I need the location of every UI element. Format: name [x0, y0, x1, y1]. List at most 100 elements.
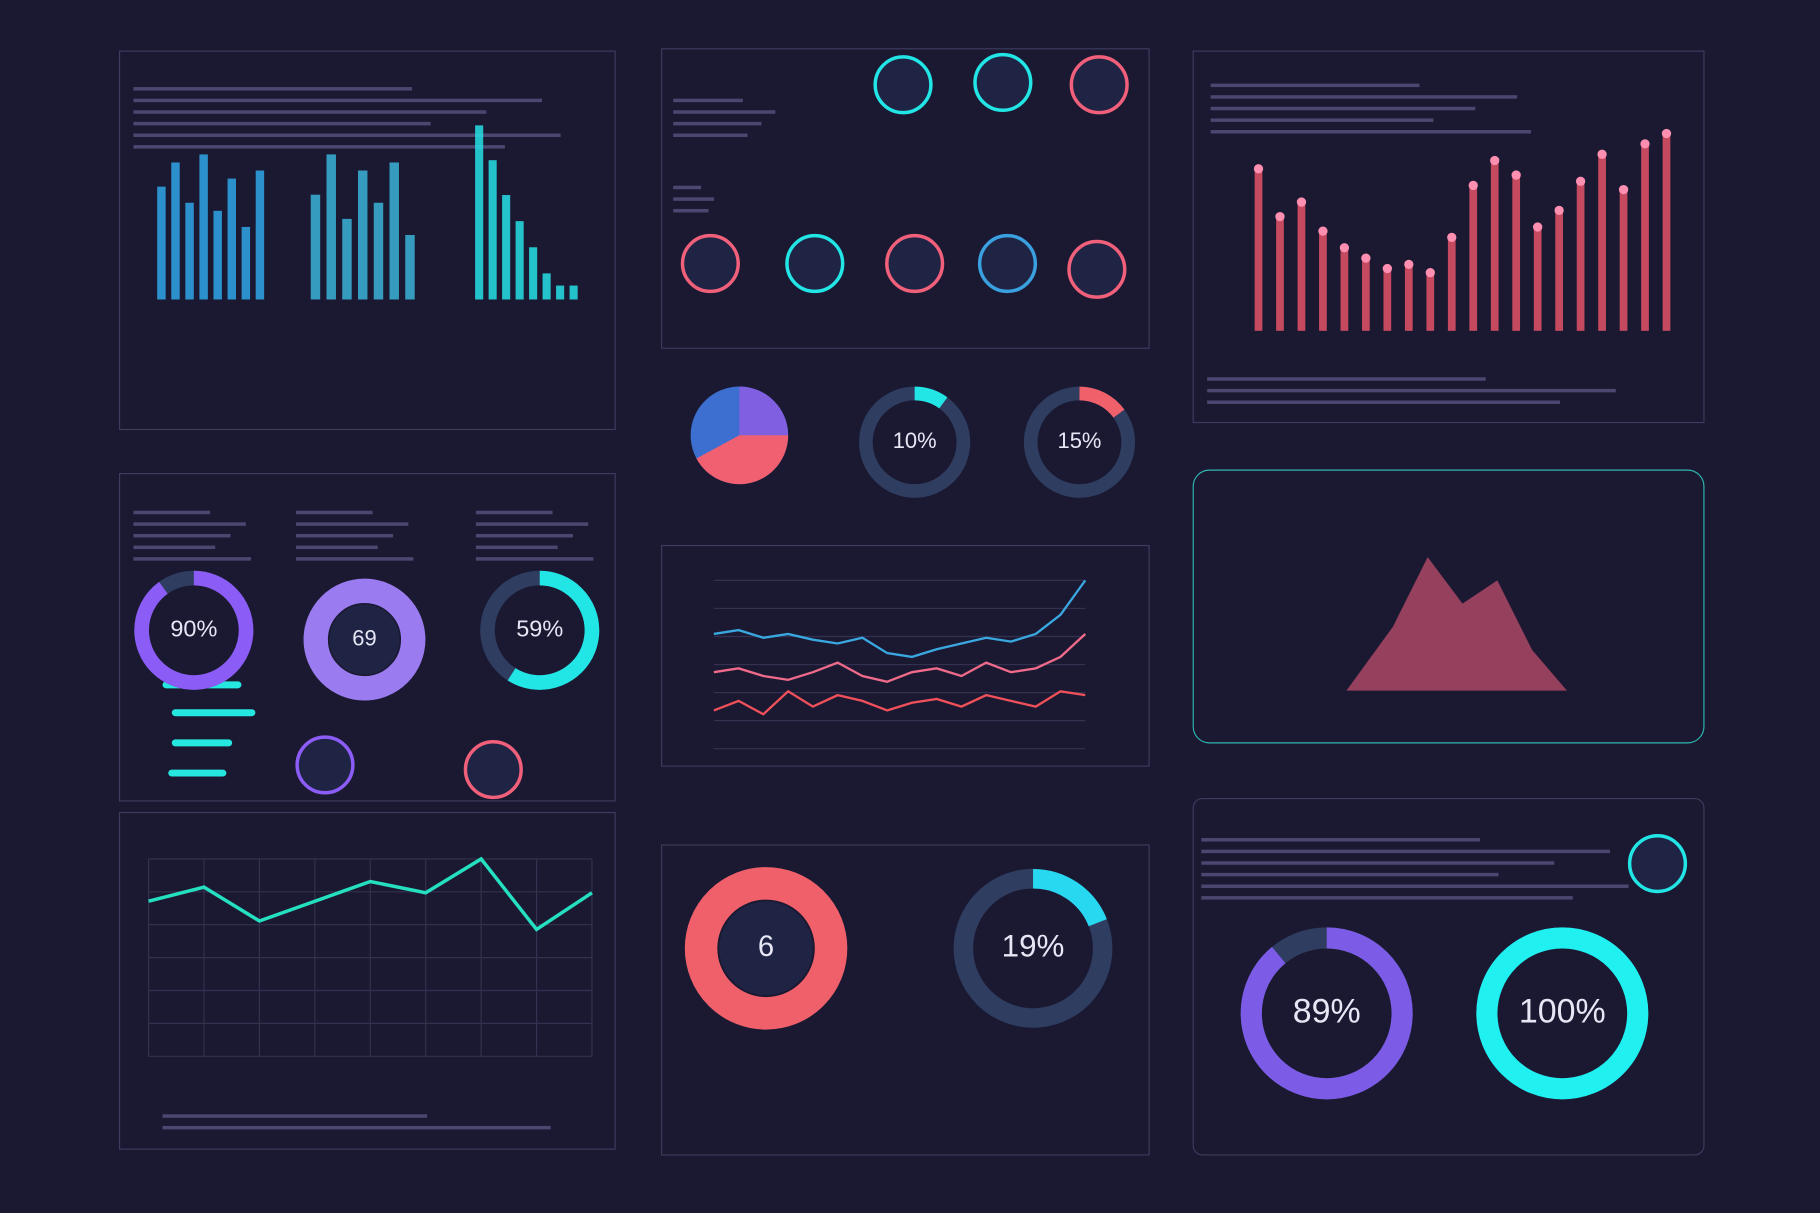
bar	[1641, 143, 1649, 331]
panel	[1192, 469, 1705, 744]
text-placeholder	[295, 522, 409, 526]
bar	[373, 202, 384, 300]
text-placeholder	[1201, 884, 1629, 888]
gauge-arc	[859, 386, 971, 498]
gauge-arc	[1476, 927, 1649, 1100]
ring-icon	[463, 739, 523, 800]
gauge-label: 90%	[170, 615, 217, 641]
bar-cap	[1361, 253, 1371, 263]
text-placeholder	[1210, 106, 1476, 111]
ring-icon	[295, 735, 355, 795]
gauge-arc	[134, 570, 254, 690]
pie-slice	[739, 386, 789, 436]
text-placeholder	[133, 533, 231, 538]
text-placeholder	[475, 545, 558, 550]
bar	[357, 170, 368, 300]
trend-line	[713, 633, 1087, 683]
bar	[1404, 264, 1413, 331]
text-placeholder	[673, 98, 743, 103]
bar	[405, 235, 415, 300]
text-placeholder	[1201, 896, 1573, 900]
bar-cap	[1468, 180, 1478, 191]
bar-cap	[1661, 128, 1672, 139]
panel	[118, 811, 616, 1150]
bar-cap	[1533, 222, 1543, 232]
bar	[227, 178, 237, 300]
pie-slice	[696, 435, 789, 485]
gauge-label: 19%	[1002, 929, 1065, 964]
bar	[1512, 175, 1521, 331]
bar	[1555, 210, 1563, 331]
bar	[1362, 258, 1370, 331]
bar	[529, 247, 538, 300]
text-placeholder	[1207, 377, 1486, 381]
text-placeholder	[475, 522, 589, 526]
text-placeholder	[295, 557, 414, 561]
donut-label: 6	[758, 931, 774, 963]
progress-bar	[168, 769, 227, 777]
text-placeholder	[1207, 388, 1616, 393]
bar-cap	[1275, 211, 1285, 222]
bar	[1297, 202, 1306, 331]
bar	[1533, 226, 1542, 331]
bar	[1276, 216, 1284, 331]
bar	[1469, 185, 1478, 331]
bar-cap	[1339, 243, 1350, 253]
bar-cap	[1554, 205, 1564, 216]
bar	[342, 218, 352, 300]
text-placeholder	[1210, 83, 1420, 88]
text-placeholder	[295, 545, 378, 550]
text-placeholder	[673, 110, 776, 114]
bar	[542, 273, 551, 300]
text-placeholder	[133, 87, 413, 91]
bar	[185, 202, 194, 300]
bar	[326, 154, 336, 300]
bar	[569, 285, 578, 300]
bar	[1254, 168, 1263, 331]
panel	[661, 844, 1150, 1156]
text-placeholder	[475, 510, 553, 515]
gauge-arc	[1240, 927, 1413, 1100]
ring-icon	[680, 233, 740, 294]
bar	[1662, 133, 1671, 331]
text-placeholder	[133, 145, 505, 149]
text-placeholder	[162, 1114, 428, 1118]
text-placeholder	[673, 197, 715, 201]
ring-icon	[973, 52, 1033, 113]
text-placeholder	[475, 533, 573, 538]
gauge-track	[1023, 386, 1136, 498]
donut-core	[329, 604, 400, 675]
bar-cap	[1575, 176, 1586, 186]
bar	[1447, 237, 1456, 331]
donut	[303, 578, 426, 701]
ring-icon	[1067, 239, 1127, 299]
gauge-arc	[480, 570, 600, 690]
text-placeholder	[673, 133, 748, 137]
bar	[1619, 189, 1628, 331]
panel	[661, 544, 1150, 767]
bar-cap	[1404, 259, 1414, 270]
ring-icon	[1627, 834, 1688, 894]
text-placeholder	[1210, 130, 1531, 134]
line	[148, 856, 593, 932]
donut-core	[719, 901, 813, 996]
bar	[171, 162, 180, 300]
text-placeholder	[1210, 118, 1434, 122]
panel	[1192, 50, 1705, 424]
text-placeholder	[1201, 838, 1480, 842]
text-placeholder	[133, 557, 251, 561]
text-placeholder	[295, 533, 394, 538]
bar	[157, 186, 166, 300]
ring-icon	[977, 233, 1038, 294]
panel	[1192, 798, 1705, 1156]
text-placeholder	[162, 1125, 551, 1130]
bar-cap	[1318, 226, 1328, 236]
bar-cap	[1618, 184, 1629, 195]
bar-cap	[1253, 164, 1264, 174]
bar	[1426, 272, 1435, 331]
bar-cap	[1597, 149, 1607, 159]
bar	[199, 154, 208, 300]
bar	[1576, 181, 1585, 331]
bar	[1319, 231, 1327, 331]
